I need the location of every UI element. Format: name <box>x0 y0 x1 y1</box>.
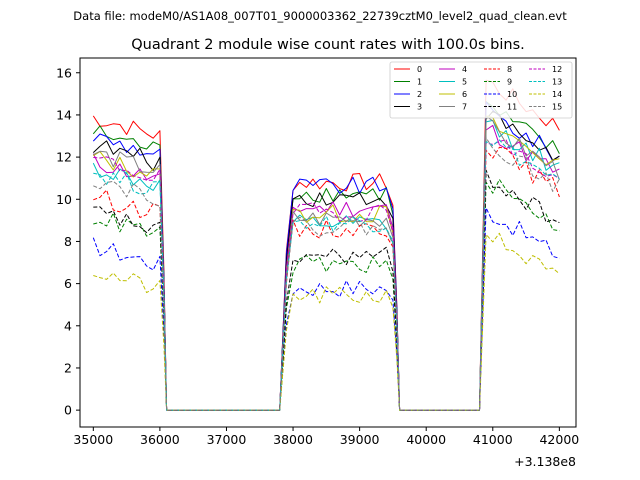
x-tick-label: 41000 <box>473 432 513 447</box>
chart-suptitle: Data file: modeM0/AS1A08_007T01_90000033… <box>73 9 567 23</box>
legend-label-10: 10 <box>507 90 517 99</box>
legend-label-3: 3 <box>417 103 422 112</box>
y-tick-label: 12 <box>56 150 72 165</box>
x-tick-label: 38000 <box>273 432 313 447</box>
legend-label-5: 5 <box>462 78 467 87</box>
legend-label-13: 13 <box>552 78 562 87</box>
y-tick-label: 2 <box>64 360 72 375</box>
x-tick-label: 35000 <box>73 432 113 447</box>
y-tick-label: 0 <box>64 403 72 418</box>
legend-box <box>389 61 573 119</box>
legend-label-8: 8 <box>507 65 512 74</box>
x-tick-label: 37000 <box>207 432 247 447</box>
x-tick-label: 39000 <box>340 432 380 447</box>
legend-label-9: 9 <box>507 78 512 87</box>
y-axis: 0 2 4 6 8 10 12 14 16 <box>56 65 80 418</box>
legend-label-6: 6 <box>462 90 467 99</box>
y-tick-label: 6 <box>64 276 72 291</box>
y-tick-label: 4 <box>64 318 72 333</box>
x-axis: 35000 36000 37000 38000 39000 40000 41000 42000 <box>73 427 579 447</box>
y-tick-label: 10 <box>56 192 72 207</box>
legend-label-14: 14 <box>552 90 562 99</box>
legend-label-2: 2 <box>417 90 422 99</box>
plot-frame <box>79 57 577 428</box>
legend-label-4: 4 <box>462 65 467 74</box>
legend-label-7: 7 <box>462 103 467 112</box>
x-tick-label: 36000 <box>140 432 180 447</box>
x-axis-offset-label: +3.138e8 <box>514 454 576 469</box>
series-line-12 <box>93 139 560 411</box>
legend-label-15: 15 <box>552 103 562 112</box>
plot-lines <box>92 79 560 411</box>
legend-label-11: 11 <box>507 103 517 112</box>
y-tick-label: 8 <box>64 234 72 249</box>
chart-title: Quadrant 2 module wise count rates with … <box>131 37 525 53</box>
x-tick-label: 40000 <box>406 432 446 447</box>
legend-label-12: 12 <box>552 65 562 74</box>
legend-label-0: 0 <box>417 65 422 74</box>
y-tick-label: 16 <box>56 65 72 80</box>
legend-label-1: 1 <box>417 78 422 87</box>
series-line-15 <box>93 137 560 411</box>
x-tick-label: 42000 <box>539 432 579 447</box>
y-tick-label: 14 <box>56 107 72 122</box>
